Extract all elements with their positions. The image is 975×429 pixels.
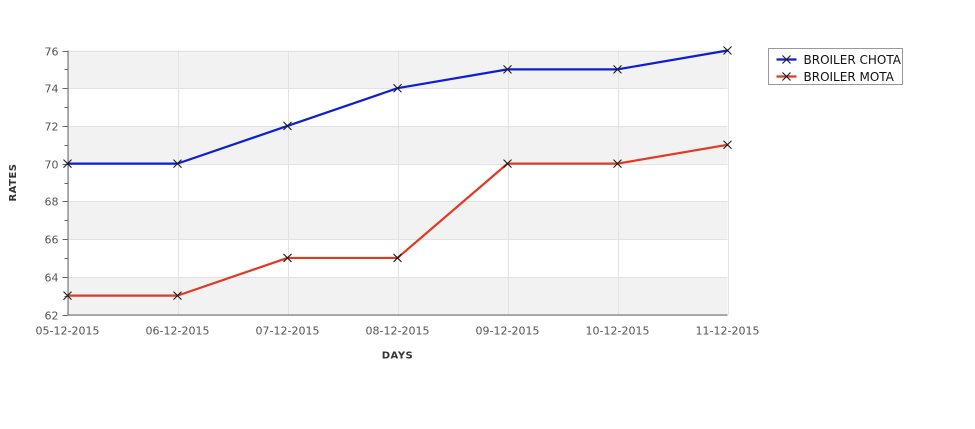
data-point-s2-0[interactable]	[63, 291, 72, 301]
data-point-s1-0[interactable]	[63, 159, 72, 169]
data-point-s2-6[interactable]	[723, 140, 732, 150]
y-tick-label: 66	[45, 234, 59, 247]
data-point-s1-3[interactable]	[393, 83, 402, 93]
plot-band	[67, 125, 728, 164]
y-tick-label: 74	[45, 83, 59, 96]
data-point-s2-2[interactable]	[283, 253, 292, 263]
data-point-s2-4[interactable]	[503, 159, 512, 169]
y-tick-label: 68	[45, 196, 59, 209]
y-tick-label: 70	[45, 159, 59, 172]
x-axis-title: DAYS	[382, 351, 414, 362]
x-tick-label: 09-12-2015	[476, 325, 540, 338]
plot-band	[67, 201, 728, 240]
y-tick-label: 72	[45, 121, 59, 134]
data-point-s1-5[interactable]	[613, 64, 622, 74]
x-tick-label: 06-12-2015	[146, 325, 210, 338]
data-point-s1-1[interactable]	[173, 159, 182, 169]
legend-marker-2[interactable]	[782, 72, 791, 81]
x-tick-label: 07-12-2015	[256, 325, 320, 338]
x-tick-label: 05-12-2015	[36, 325, 100, 338]
y-tick-label: 62	[45, 310, 59, 323]
plot-area-background	[67, 50, 728, 315]
legend-label-1[interactable]: BROILER CHOTA	[804, 53, 902, 67]
data-point-s1-6[interactable]	[723, 46, 732, 55]
data-point-s2-5[interactable]	[613, 159, 622, 169]
data-point-s2-1[interactable]	[173, 291, 182, 301]
y-axis-title: RATES	[8, 163, 19, 201]
legend-marker-1[interactable]	[782, 55, 791, 64]
data-point-s2-3[interactable]	[393, 253, 402, 263]
x-tick-label: 10-12-2015	[586, 325, 650, 338]
data-point-s1-2[interactable]	[283, 121, 292, 131]
y-tick-label: 76	[45, 46, 59, 59]
x-tick-label: 08-12-2015	[366, 325, 430, 338]
legend-box	[768, 48, 903, 85]
plot-band	[67, 50, 728, 89]
legend-label-2[interactable]: BROILER MOTA	[804, 70, 895, 84]
x-tick-label: 11-12-2015	[696, 325, 760, 338]
data-point-s1-4[interactable]	[503, 64, 512, 74]
y-tick-label: 64	[45, 272, 59, 285]
